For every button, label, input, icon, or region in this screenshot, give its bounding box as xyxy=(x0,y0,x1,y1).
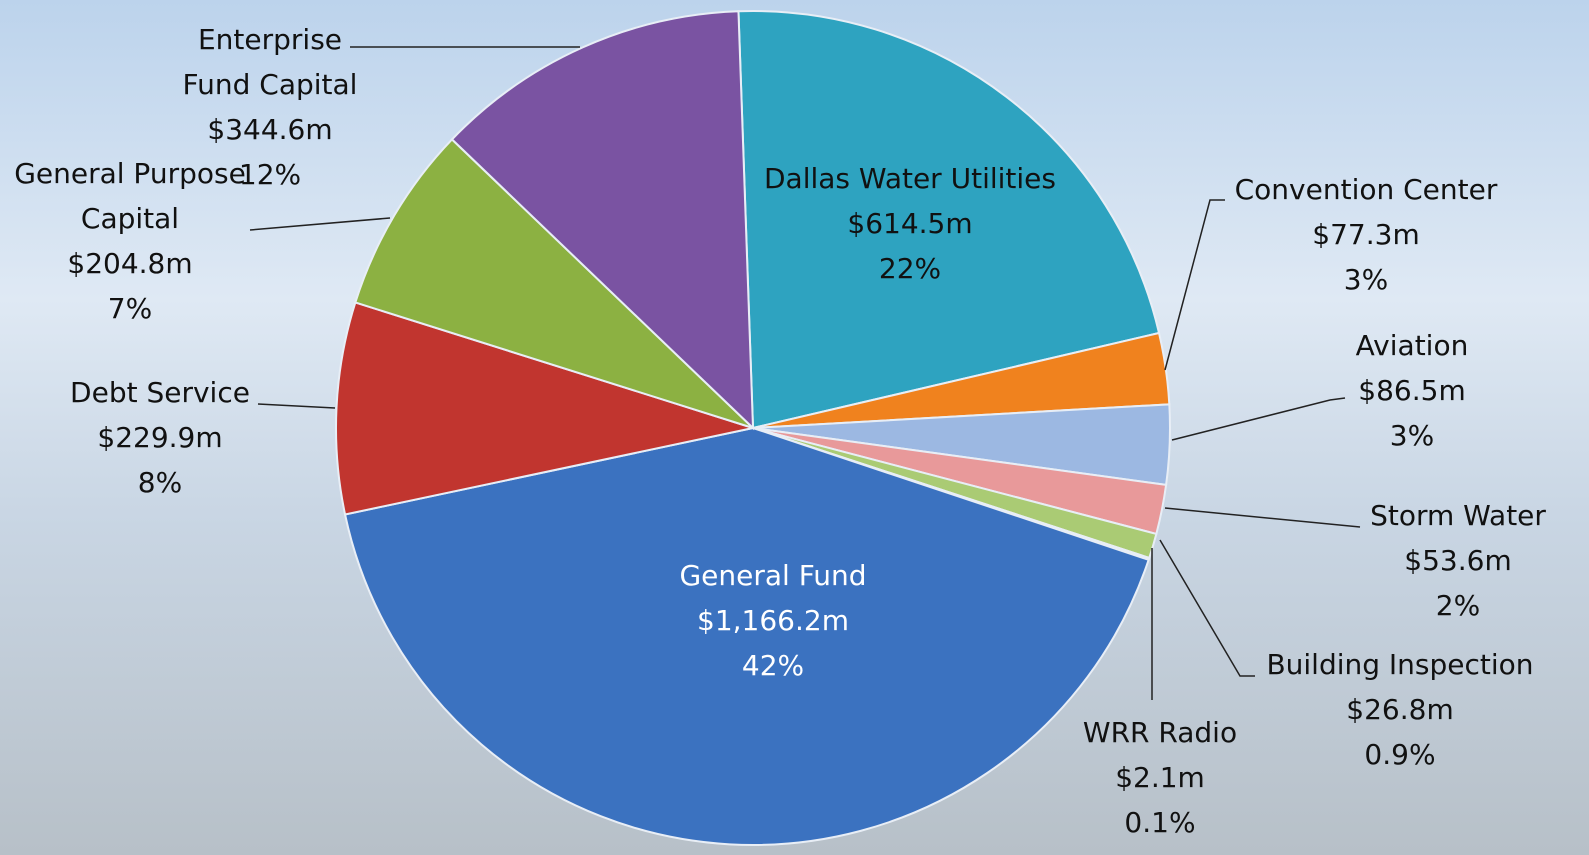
category-label: Enterprise Fund Capital xyxy=(170,17,370,107)
value-label: $86.5m xyxy=(1312,368,1512,413)
percent-label: 3% xyxy=(1216,257,1516,302)
value-label: $614.5m xyxy=(740,201,1080,246)
percent-label: 3% xyxy=(1312,413,1512,458)
page: (() => { const data = JSON.parse(documen… xyxy=(0,0,1589,855)
category-label: Dallas Water Utilities xyxy=(740,156,1080,201)
value-label: $2.1m xyxy=(1060,755,1260,800)
category-label: Aviation xyxy=(1312,323,1512,368)
percent-label: 8% xyxy=(45,460,275,505)
value-label: $344.6m xyxy=(170,107,370,152)
leader-line xyxy=(1165,508,1360,527)
value-label: $53.6m xyxy=(1348,538,1568,583)
value-label: $229.9m xyxy=(45,415,275,460)
percent-label: 42% xyxy=(623,643,923,688)
category-label: Storm Water xyxy=(1348,493,1568,538)
percent-label: 22% xyxy=(740,246,1080,291)
leader-line xyxy=(250,218,390,230)
value-label: $77.3m xyxy=(1216,212,1516,257)
value-label: $26.8m xyxy=(1250,687,1550,732)
leader-line xyxy=(1160,540,1255,676)
pie xyxy=(336,11,1170,845)
percent-label: 7% xyxy=(5,286,255,331)
category-label: WRR Radio xyxy=(1060,710,1260,755)
category-label: General Fund xyxy=(623,553,923,598)
value-label: $204.8m xyxy=(5,241,255,286)
category-label: Debt Service xyxy=(45,370,275,415)
percent-label: 12% xyxy=(170,152,370,197)
percent-label: 2% xyxy=(1348,583,1568,628)
percent-label: 0.1% xyxy=(1060,800,1260,845)
category-label: Building Inspection xyxy=(1250,642,1550,687)
value-label: $1,166.2m xyxy=(623,598,923,643)
percent-label: 0.9% xyxy=(1250,732,1550,777)
category-label: Convention Center xyxy=(1216,167,1516,212)
